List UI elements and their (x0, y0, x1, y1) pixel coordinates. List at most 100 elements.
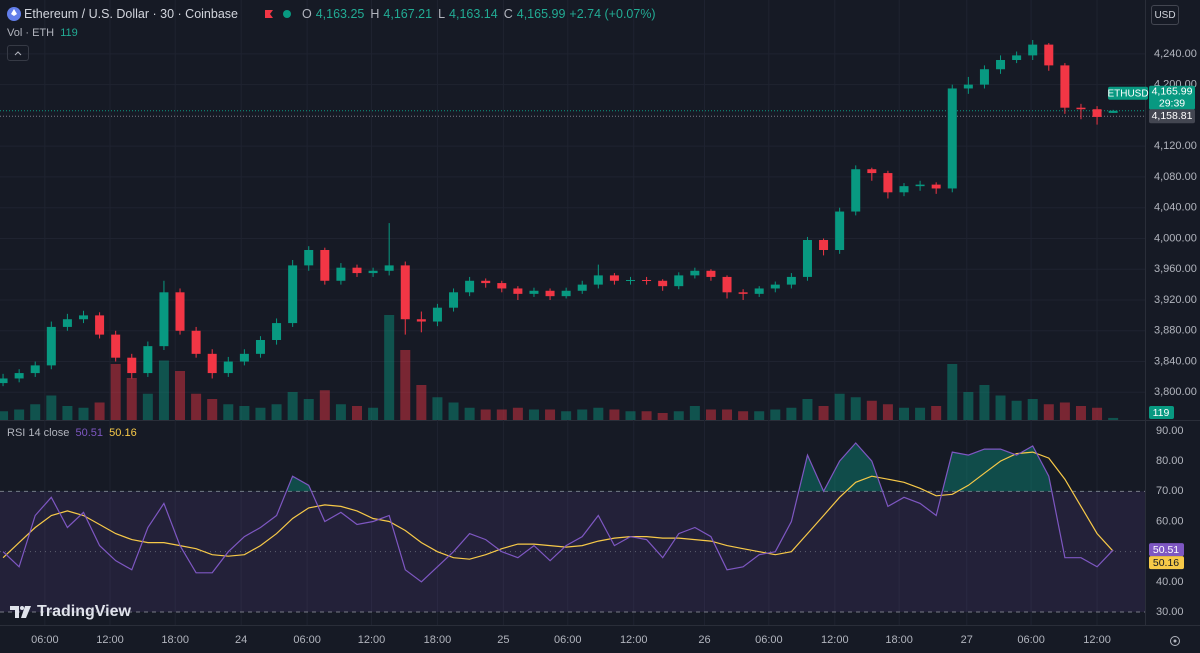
candle-body (143, 346, 153, 374)
candle-body (14, 373, 24, 379)
volume-bar (175, 371, 186, 420)
volume-bar (158, 360, 169, 420)
status-dot (282, 10, 291, 18)
volume-bar (512, 407, 523, 420)
volume-bar (722, 409, 733, 420)
candle-body (416, 319, 426, 322)
candle-body (899, 186, 909, 193)
candle-body (320, 250, 330, 281)
x-tick-label: 12:00 (96, 634, 124, 646)
volume-bar (577, 409, 588, 420)
candle-body (1012, 55, 1022, 60)
y-tick-label: 3,840.00 (1154, 355, 1197, 367)
rsi-ma-last: 50.16 (109, 427, 137, 439)
last-price-badge (1149, 85, 1195, 110)
volume-bar (1027, 399, 1038, 420)
candle-body (786, 276, 796, 285)
candle-body (513, 288, 523, 294)
volume-bar (94, 402, 105, 420)
flag-icon (264, 10, 273, 18)
candle-body (481, 280, 491, 284)
candle-body (722, 276, 732, 293)
candle-body (883, 173, 893, 193)
volume-bar (979, 385, 990, 420)
volume-bar (496, 409, 507, 420)
last-price-label: 4,165.99 (1152, 86, 1193, 98)
candle-body (754, 288, 764, 294)
ohlc-key: H (370, 7, 380, 21)
volume-bar (0, 411, 9, 420)
candle-body (95, 315, 105, 335)
volume-bar (802, 399, 813, 420)
y-tick-label: 3,800.00 (1154, 386, 1197, 398)
volume-bar (351, 406, 362, 420)
candle-body (465, 280, 475, 293)
rsi-legend: RSI 14 close 50.51 50.16 (7, 427, 137, 439)
volume-bar (593, 407, 604, 420)
volume-bar (448, 402, 459, 420)
settings-icon[interactable] (1168, 634, 1182, 648)
candle-body (738, 292, 748, 294)
chevron (14, 51, 22, 56)
volume-bar (303, 399, 314, 420)
volume-bar (384, 315, 395, 420)
watermark-text: TradingView (37, 603, 131, 620)
x-tick-label: 06:00 (554, 634, 582, 646)
volume-bar (657, 413, 668, 420)
candle-body (867, 169, 877, 174)
symbol-label: ETHUSD (1107, 88, 1148, 99)
volume-badge (1149, 406, 1174, 419)
volume-bar (963, 392, 974, 420)
y-tick-label: 3,880.00 (1154, 325, 1197, 337)
ohlc-key: O (301, 7, 312, 21)
volume-bar (1075, 406, 1086, 420)
volume-bar (464, 407, 475, 420)
volume-bar (416, 385, 427, 420)
volume-bar (545, 409, 556, 420)
candle-body (304, 250, 314, 266)
volume-bar (126, 378, 137, 420)
volume-bar (14, 409, 25, 420)
prev-price-label: 4,158.81 (1152, 110, 1193, 122)
collapse-button[interactable] (7, 45, 29, 61)
y-tick-label: 4,240.00 (1154, 48, 1197, 60)
x-tick-label: 27 (961, 634, 973, 646)
candle-body (851, 169, 861, 212)
rsi-band (0, 491, 1145, 613)
volume-bar (78, 407, 89, 420)
volume-bar (1059, 402, 1070, 420)
candle-body (979, 69, 989, 85)
candle-body (996, 60, 1006, 70)
candle-body (1044, 44, 1054, 66)
volume-badge-label: 119 (1153, 407, 1170, 419)
volume-bar (609, 409, 620, 420)
candle-body (690, 270, 700, 276)
ohlc-value: 4,163.14 (449, 7, 498, 21)
countdown: 29:39 (1159, 98, 1185, 110)
x-tick-label: 24 (235, 634, 247, 646)
candle-body (272, 323, 282, 340)
candle-body (30, 365, 40, 374)
volume-bar (561, 411, 572, 420)
currency-button[interactable]: USD (1151, 5, 1179, 25)
candle-body (1076, 107, 1086, 110)
change: +2.74 (+0.07%) (569, 7, 656, 21)
candle-body (449, 292, 459, 308)
volume-name: Vol · ETH (7, 27, 55, 39)
y-tick-label: 4,040.00 (1154, 202, 1197, 214)
y-tick-label: 3,960.00 (1154, 263, 1197, 275)
y-tick-label: 4,080.00 (1154, 171, 1197, 183)
volume-bar (271, 404, 282, 420)
candle-body (223, 361, 233, 374)
candle-body (239, 353, 249, 362)
candle-body (400, 265, 410, 320)
y-tick-label: 4,120.00 (1154, 140, 1197, 152)
volume-bar (30, 404, 41, 420)
volume-bar (882, 404, 893, 420)
rsi-last: 50.51 (75, 427, 104, 439)
volume-bar (191, 393, 202, 420)
candle-body (0, 378, 8, 384)
volume-bar (1108, 417, 1119, 420)
